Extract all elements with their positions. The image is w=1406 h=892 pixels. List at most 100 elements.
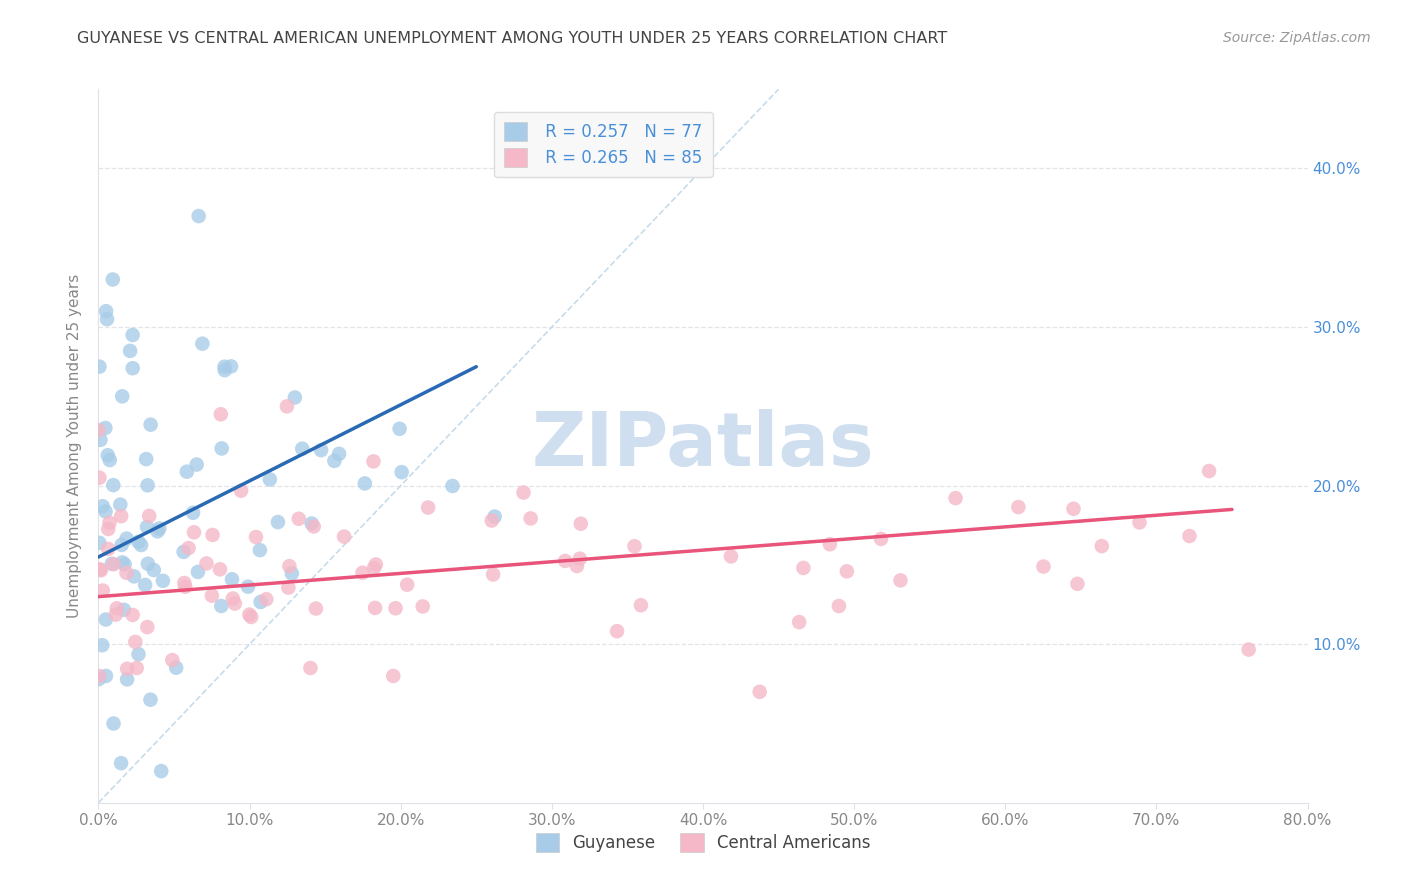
Point xyxy=(606,624,628,639)
Point xyxy=(384,601,406,615)
Point xyxy=(201,528,224,542)
Point xyxy=(416,500,439,515)
Point xyxy=(209,599,232,613)
Point xyxy=(111,389,134,403)
Point xyxy=(482,567,505,582)
Point xyxy=(98,453,121,467)
Point xyxy=(98,516,121,530)
Point xyxy=(333,530,356,544)
Point xyxy=(87,423,110,437)
Point xyxy=(146,524,169,539)
Point xyxy=(127,534,149,549)
Point xyxy=(91,638,114,652)
Point xyxy=(115,532,138,546)
Point xyxy=(945,491,967,505)
Point xyxy=(208,562,231,576)
Point xyxy=(87,669,110,683)
Point xyxy=(110,509,132,524)
Point xyxy=(174,580,197,594)
Text: ZIPatlas: ZIPatlas xyxy=(531,409,875,483)
Point xyxy=(97,448,120,462)
Point xyxy=(201,589,224,603)
Point xyxy=(1237,642,1260,657)
Point xyxy=(173,576,195,591)
Point xyxy=(412,599,434,614)
Point xyxy=(91,500,114,514)
Point xyxy=(363,561,385,575)
Point xyxy=(835,564,858,578)
Point xyxy=(115,566,138,580)
Point xyxy=(302,519,325,533)
Point xyxy=(209,407,232,421)
Point xyxy=(136,620,159,634)
Point xyxy=(305,601,328,615)
Point xyxy=(214,363,236,377)
Point xyxy=(221,572,243,586)
Point xyxy=(103,558,125,572)
Point xyxy=(101,557,124,571)
Point xyxy=(136,557,159,571)
Point xyxy=(291,442,314,456)
Legend: Guyanese, Central Americans: Guyanese, Central Americans xyxy=(529,826,877,859)
Point xyxy=(229,483,252,498)
Point xyxy=(569,516,592,531)
Point xyxy=(122,569,145,583)
Point xyxy=(111,555,134,569)
Point xyxy=(129,538,152,552)
Y-axis label: Unemployment Among Youth under 25 years: Unemployment Among Youth under 25 years xyxy=(67,274,83,618)
Point xyxy=(249,543,271,558)
Point xyxy=(97,522,120,536)
Point xyxy=(519,511,541,525)
Point xyxy=(565,559,588,574)
Point xyxy=(142,563,165,577)
Point xyxy=(245,530,267,544)
Point xyxy=(1128,516,1150,530)
Point xyxy=(90,563,112,577)
Point xyxy=(134,578,156,592)
Point xyxy=(104,607,127,622)
Point xyxy=(353,476,375,491)
Point xyxy=(103,478,125,492)
Point xyxy=(115,673,138,687)
Point xyxy=(105,601,128,615)
Point xyxy=(301,516,323,531)
Point xyxy=(125,661,148,675)
Point xyxy=(101,272,124,286)
Point xyxy=(211,442,233,456)
Point xyxy=(288,512,311,526)
Point xyxy=(328,447,350,461)
Point xyxy=(236,580,259,594)
Text: Source: ZipAtlas.com: Source: ZipAtlas.com xyxy=(1223,31,1371,45)
Point xyxy=(89,359,111,374)
Point xyxy=(568,551,591,566)
Point xyxy=(484,509,506,524)
Point xyxy=(214,359,236,374)
Point xyxy=(278,559,301,574)
Point xyxy=(1198,464,1220,478)
Point xyxy=(238,607,260,622)
Point xyxy=(186,458,208,472)
Point xyxy=(818,537,841,551)
Point xyxy=(281,566,304,581)
Point xyxy=(94,421,117,435)
Point xyxy=(112,603,135,617)
Point xyxy=(623,539,645,553)
Point xyxy=(187,565,209,579)
Point xyxy=(512,485,534,500)
Point xyxy=(124,635,146,649)
Point xyxy=(138,508,160,523)
Point xyxy=(121,607,143,622)
Point xyxy=(195,557,218,571)
Point xyxy=(299,661,322,675)
Point xyxy=(396,577,419,591)
Point xyxy=(94,613,117,627)
Point xyxy=(787,615,810,629)
Point xyxy=(187,209,209,223)
Point xyxy=(276,400,298,414)
Point xyxy=(240,610,263,624)
Point xyxy=(89,536,111,550)
Point xyxy=(352,566,374,580)
Point xyxy=(87,672,110,686)
Text: GUYANESE VS CENTRAL AMERICAN UNEMPLOYMENT AMONG YOUTH UNDER 25 YEARS CORRELATION: GUYANESE VS CENTRAL AMERICAN UNEMPLOYMEN… xyxy=(77,31,948,46)
Point xyxy=(91,583,114,598)
